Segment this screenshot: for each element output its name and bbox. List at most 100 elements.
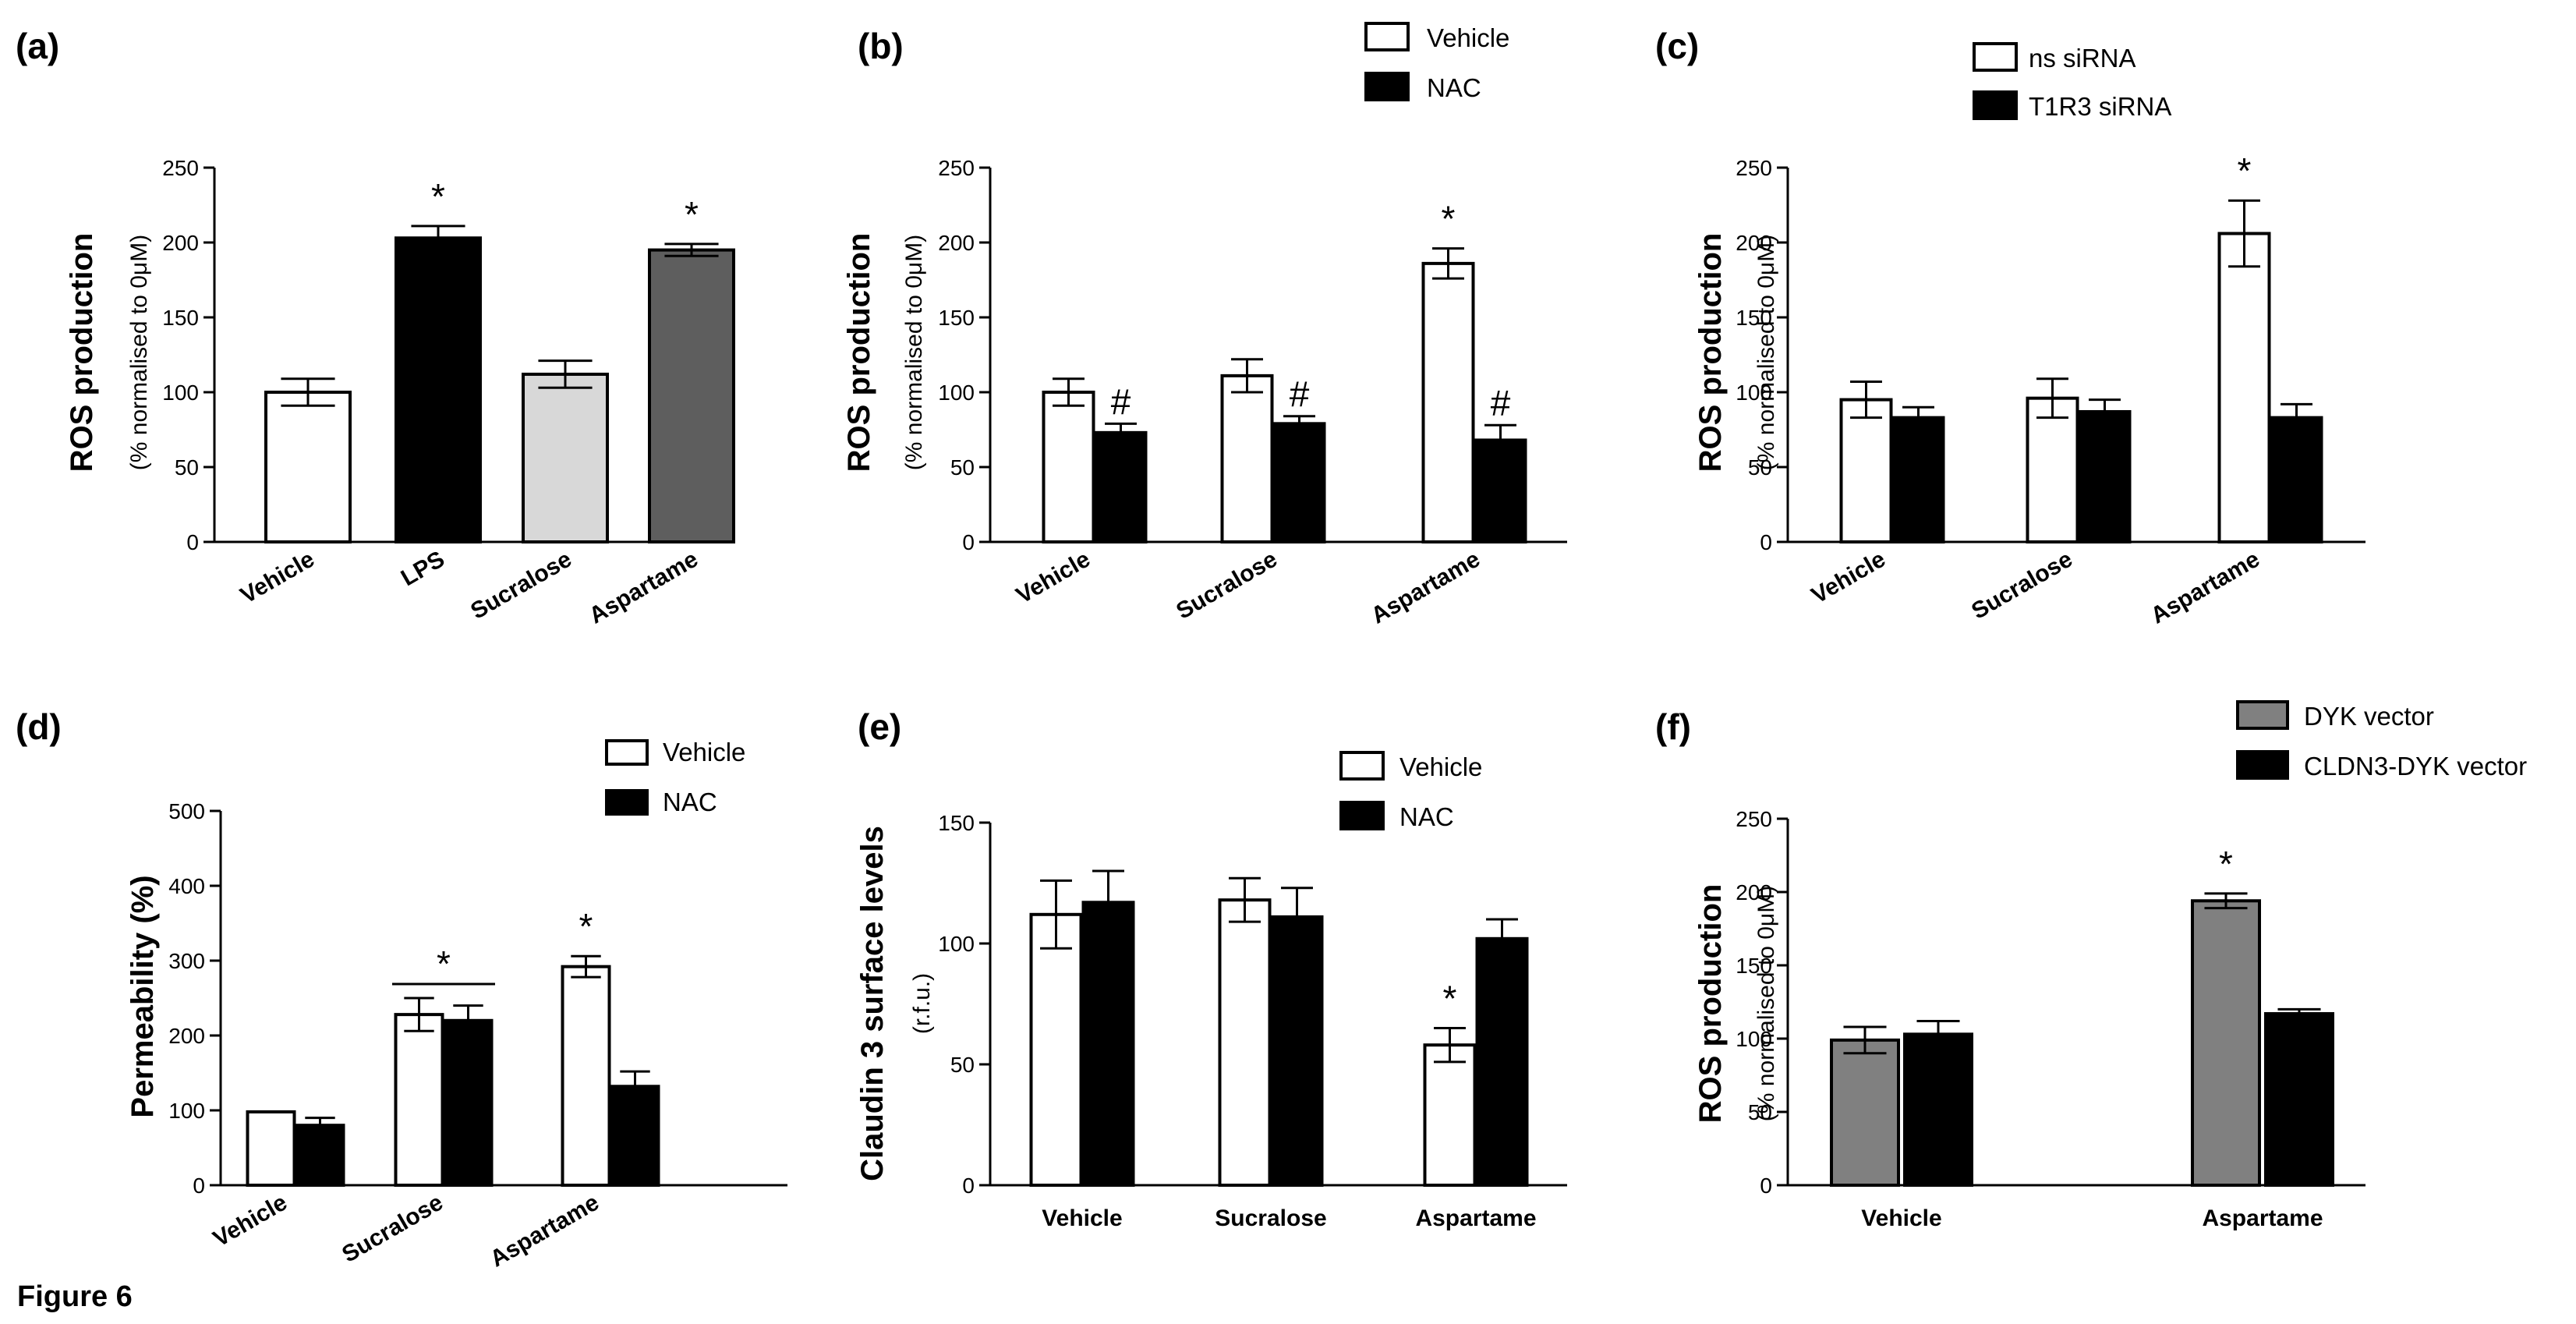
- bar-lps: [395, 236, 482, 543]
- bar-aspartame-1: [1421, 261, 1475, 543]
- significance-mark: *: [2238, 150, 2252, 191]
- y-tick-label: 0: [193, 1174, 205, 1198]
- y-tick-label: 50: [950, 455, 975, 480]
- bar-vehicle-1: [246, 1110, 296, 1188]
- y-tick-label: 150: [1736, 306, 1772, 330]
- category-label: Vehicle: [236, 546, 319, 608]
- bar-aspartame-2: [1475, 936, 1529, 1188]
- category-label: Vehicle: [209, 1189, 292, 1251]
- y-tick-label: 100: [938, 932, 975, 956]
- y-tick-label: 150: [1736, 954, 1772, 978]
- y-tick-label: 200: [168, 1024, 205, 1048]
- y-tick-label: 200: [938, 231, 975, 255]
- category-label: LPS: [397, 546, 449, 591]
- legend-label: CLDN3-DYK vector: [2304, 752, 2527, 781]
- significance-mark: #: [1491, 383, 1511, 423]
- y-tick-label: 200: [1736, 231, 1772, 255]
- y-tick-label: 100: [162, 381, 199, 405]
- y-tick-label: 0: [962, 530, 975, 554]
- bar-vehicle-1: [1042, 391, 1095, 543]
- legend-swatch: [1973, 90, 2018, 120]
- bar-vehicle-2: [295, 1124, 345, 1187]
- legend-swatch: [1339, 801, 1385, 830]
- bar-sucralose-2: [443, 1018, 494, 1188]
- legend-label: T1R3 siRNA: [2029, 92, 2171, 121]
- legend-label: NAC: [663, 788, 717, 816]
- significance-mark: *: [437, 943, 451, 984]
- y-tick-label: 100: [1736, 381, 1772, 405]
- bar-vehicle-1: [1830, 1038, 1900, 1187]
- legend-label: NAC: [1399, 802, 1454, 831]
- bar-vehicle-2: [1081, 901, 1135, 1188]
- category-label: Aspartame: [2202, 1205, 2323, 1231]
- bar-sucralose-2: [1272, 422, 1326, 543]
- y-axis-sublabel: (% normalised to 0μM): [901, 235, 927, 470]
- y-tick-label: 50: [1748, 455, 1772, 480]
- y-tick-label: 100: [168, 1099, 205, 1123]
- y-axis-label: ROS production: [1693, 233, 1728, 473]
- legend-label: NAC: [1427, 73, 1481, 102]
- bar-aspartame-2: [2264, 1012, 2334, 1188]
- bar-vehicle-2: [1094, 430, 1148, 544]
- bar-sucralose-1: [1218, 898, 1272, 1187]
- y-tick-label: 50: [175, 455, 199, 480]
- panel-letter: (c): [1655, 26, 1699, 66]
- panel-letter: (d): [16, 706, 62, 747]
- y-tick-label: 0: [186, 530, 199, 554]
- y-tick-label: 500: [168, 799, 205, 823]
- category-label: Aspartame: [486, 1189, 603, 1272]
- y-tick-label: 300: [168, 949, 205, 973]
- y-tick-label: 100: [938, 381, 975, 405]
- y-tick-label: 150: [938, 811, 975, 835]
- figure-label: Figure 6: [17, 1280, 133, 1313]
- y-tick-label: 200: [1736, 880, 1772, 904]
- bar-aspartame-1: [2217, 232, 2271, 543]
- y-tick-label: 250: [938, 156, 975, 180]
- y-tick-label: 50: [1748, 1100, 1772, 1124]
- y-tick-label: 0: [1760, 530, 1772, 554]
- legend-label: Vehicle: [1399, 752, 1482, 781]
- legend-swatch: [1364, 22, 1410, 51]
- legend-label: ns siRNA: [2029, 44, 2136, 73]
- y-axis-label: ROS production: [842, 233, 876, 473]
- category-label: Vehicle: [1807, 546, 1890, 608]
- category-label: Aspartame: [585, 546, 702, 628]
- chart-panel-1: (a) 0 50 100 150 200 250 ROS production (% norma…: [16, 26, 735, 629]
- significance-mark: *: [1443, 979, 1457, 1019]
- legend-swatch: [1339, 751, 1385, 781]
- bar-vehicle-2: [1891, 416, 1945, 544]
- category-label: Vehicle: [1042, 1205, 1122, 1231]
- legend-label: Vehicle: [1427, 23, 1509, 52]
- y-tick-label: 0: [1760, 1174, 1772, 1198]
- chart-panel-2: (b) 0 50 100 150 200 250 ROS production (% norma…: [842, 22, 1567, 629]
- bar-aspartame-1: [2191, 899, 2261, 1188]
- category-label: Sucralose: [1215, 1205, 1326, 1231]
- y-axis-sublabel: (% normalised to 0μM): [126, 235, 152, 470]
- legend-swatch: [1364, 72, 1410, 101]
- y-axis-label: ROS production: [1693, 884, 1728, 1124]
- bar-aspartame-1: [1423, 1043, 1477, 1187]
- significance-mark: #: [1290, 374, 1310, 415]
- bar-sucralose-1: [394, 1013, 444, 1187]
- significance-mark: *: [1442, 199, 1456, 239]
- y-axis-sublabel: (r.f.u.): [909, 973, 935, 1034]
- panel-letter: (a): [16, 26, 59, 66]
- bar-vehicle: [264, 391, 352, 543]
- significance-mark: *: [579, 906, 593, 947]
- chart-panel-6: (f) 0 50 100 150 200 250 ROS production (% norma…: [1655, 700, 2527, 1231]
- legend-swatch: [2236, 700, 2289, 730]
- category-label: Vehicle: [1012, 546, 1095, 608]
- bar-sucralose-1: [2026, 396, 2079, 543]
- chart-panel-3: (c) 0 50 100 150 200 250 ROS production (% norma…: [1655, 26, 2365, 629]
- y-tick-label: 250: [1736, 156, 1772, 180]
- legend-label: Vehicle: [663, 738, 745, 766]
- y-axis-label: Permeability (%): [126, 875, 160, 1117]
- legend-label: DYK vector: [2304, 702, 2434, 731]
- y-tick-label: 400: [168, 874, 205, 898]
- y-tick-label: 150: [938, 306, 975, 330]
- legend-swatch: [605, 739, 649, 766]
- y-tick-label: 0: [962, 1174, 975, 1198]
- category-label: Sucralose: [466, 546, 576, 624]
- bar-sucralose-1: [1220, 373, 1274, 543]
- category-label: Aspartame: [2146, 546, 2264, 628]
